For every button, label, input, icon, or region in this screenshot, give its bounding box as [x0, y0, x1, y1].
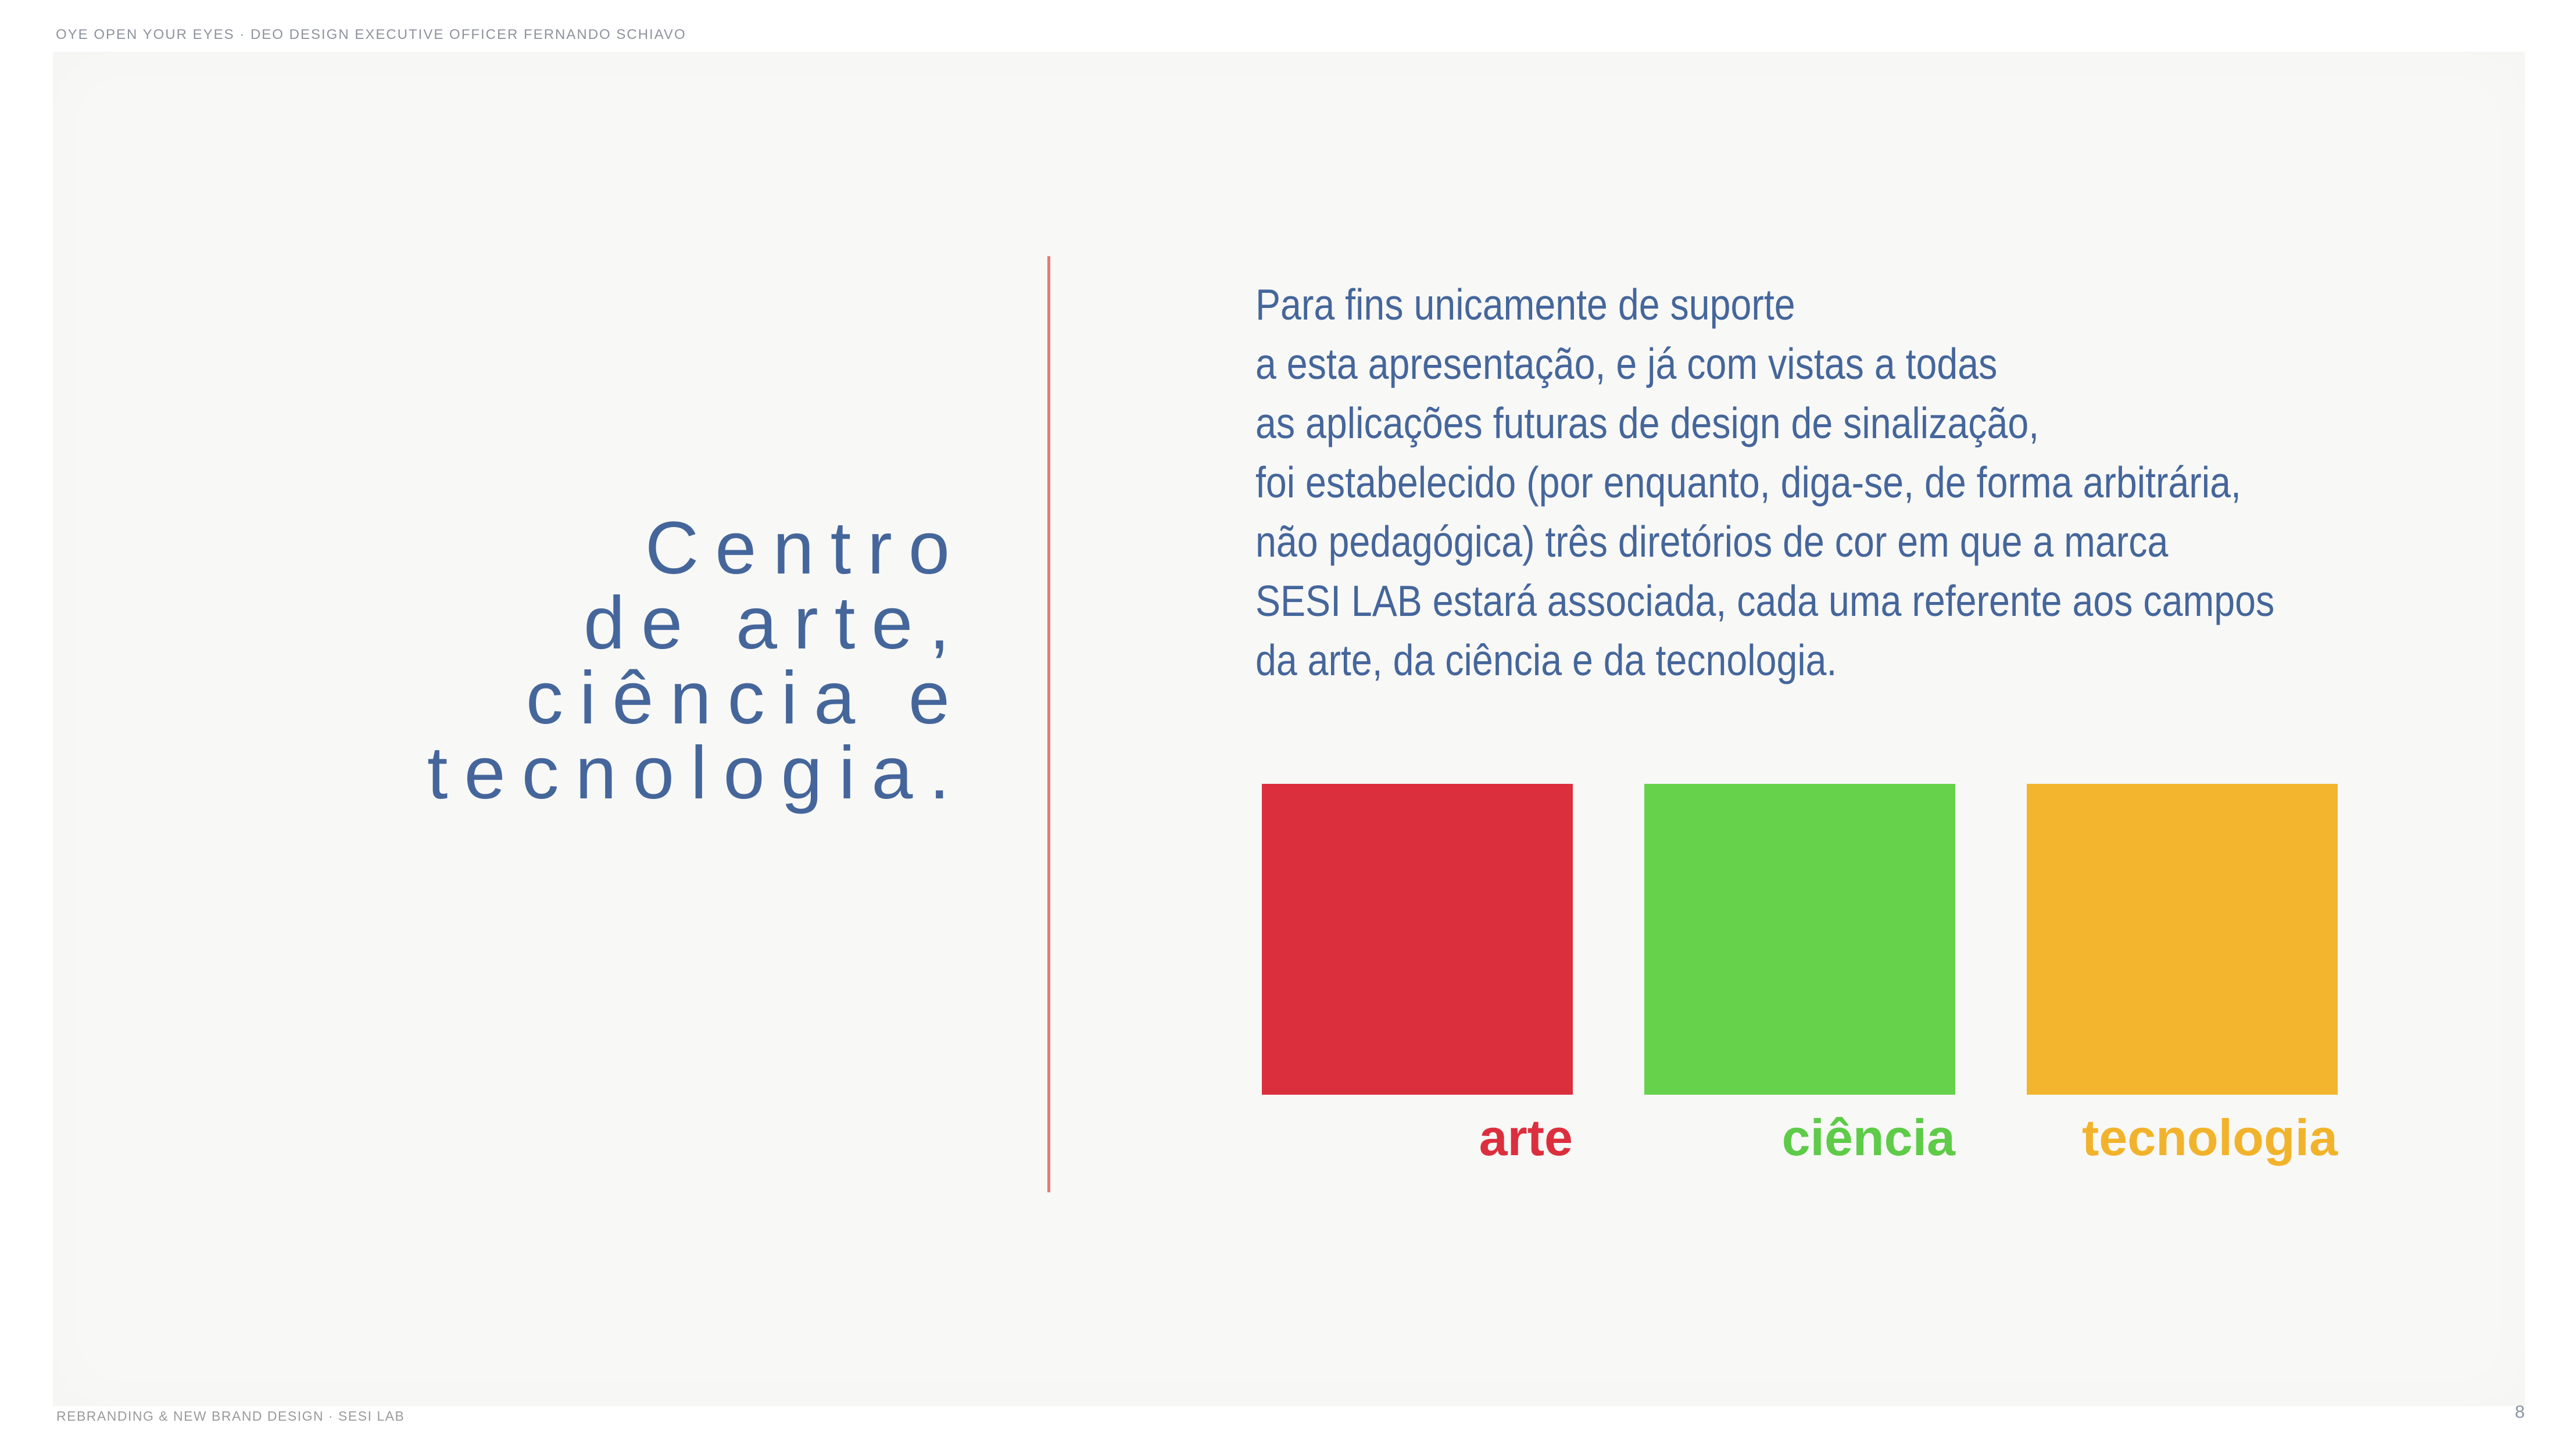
slide-title: Centro de arte, ciência e tecnologia. — [427, 507, 966, 815]
page-number: 8 — [2514, 1402, 2525, 1422]
swatch-tecnologia: tecnologia — [2027, 784, 2338, 1166]
swatch-label-arte: arte — [1479, 1109, 1573, 1166]
swatch-label-ciencia: ciência — [1781, 1109, 1955, 1166]
agency-credit: OYE OPEN YOUR EYES · DEO DESIGN EXECUTIV… — [56, 27, 686, 42]
body-paragraph: Para fins unicamente de suporte a esta a… — [1255, 280, 2275, 684]
swatch-label-tecnologia: tecnologia — [2081, 1109, 2338, 1166]
swatch-ciencia: ciência — [1644, 784, 1955, 1166]
slide-canvas: Centro de arte, ciência e tecnologia. Pa… — [53, 52, 2525, 1406]
color-square-arte — [1262, 784, 1573, 1095]
swatch-arte: arte — [1262, 784, 1573, 1166]
color-swatch-row: arte ciência tecnologia — [1262, 784, 2338, 1166]
vertical-divider-line — [1047, 256, 1050, 1192]
color-square-ciencia — [1644, 784, 1955, 1095]
color-square-tecnologia — [2027, 784, 2338, 1095]
footer-project: REBRANDING & NEW BRAND DESIGN · SESI LAB — [56, 1408, 405, 1424]
